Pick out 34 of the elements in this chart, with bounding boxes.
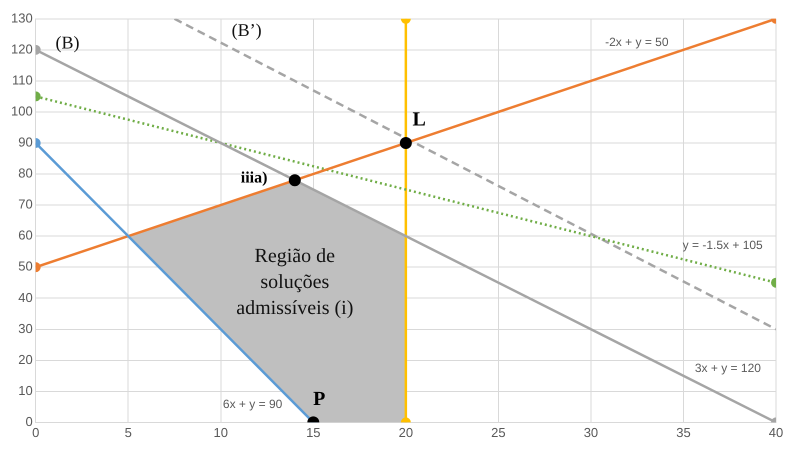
x-tick-label: 20 <box>398 424 414 440</box>
y-tick-label: 130 <box>10 10 33 26</box>
y-tick-label: 60 <box>18 228 33 243</box>
annotation: 6x + y = 90 <box>222 396 283 411</box>
y-tick-label: 50 <box>18 258 33 274</box>
y-tick-label: 20 <box>18 352 33 367</box>
point <box>400 136 412 149</box>
annotation: (B’) <box>232 20 262 40</box>
y-tick-label: 100 <box>10 104 33 119</box>
annotation: -2x + y = 50 <box>605 34 669 49</box>
y-tick-label: 10 <box>18 382 33 398</box>
x-tick-label: 35 <box>676 424 691 440</box>
y-tick-label: 70 <box>18 196 33 212</box>
x-tick-label: 30 <box>584 424 598 440</box>
y-tick-label: 0 <box>25 414 33 429</box>
x-tick-label: 15 <box>306 424 321 440</box>
x-tick-label: 5 <box>124 424 132 440</box>
annotation: y = -1.5x + 105 <box>682 238 764 252</box>
y-tick-label: 80 <box>18 166 33 181</box>
annotation: L <box>412 108 426 131</box>
y-tick-label: 110 <box>12 72 33 88</box>
annotation: iiia) <box>240 169 268 186</box>
x-tick-label: 10 <box>214 424 228 440</box>
y-tick-label: 90 <box>18 134 33 150</box>
y-tick-label: 40 <box>18 290 33 305</box>
point <box>288 174 301 186</box>
annotation: 3x + y = 120 <box>694 361 762 376</box>
annotation: Região de soluções admissíveis (i) <box>236 245 354 320</box>
x-tick-label: 25 <box>491 424 506 440</box>
x-tick-label: 40 <box>768 424 784 440</box>
y-tick-label: 30 <box>18 320 33 336</box>
annotation: (B) <box>56 32 80 53</box>
annotation: P <box>313 388 326 410</box>
y-tick-label: 120 <box>10 41 33 56</box>
